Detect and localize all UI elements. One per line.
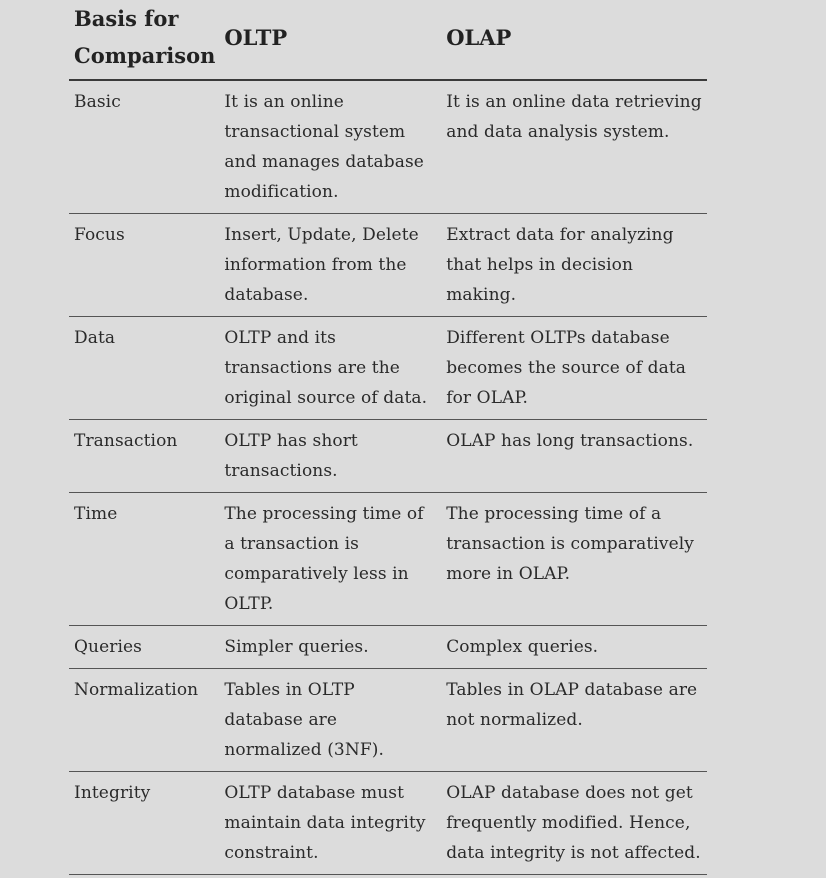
cell-olap: Extract data for analyzing that helps in… xyxy=(441,213,707,317)
cell-olap: OLAP has long transactions. xyxy=(441,419,707,493)
cell-basis: Integrity xyxy=(69,771,220,875)
cell-oltp: Tables in OLTP database are normalized (… xyxy=(219,668,442,772)
cell-oltp: The processing time of a transaction is … xyxy=(219,492,442,626)
cell-basis: Transaction xyxy=(69,419,220,493)
cell-oltp: OLTP and its transactions are the origin… xyxy=(219,316,442,420)
cell-basis: Focus xyxy=(69,213,220,317)
header-oltp: OLTP xyxy=(219,0,442,81)
table-row: Time The processing time of a transactio… xyxy=(69,492,707,626)
table-row: Basic It is an online transactional syst… xyxy=(69,80,707,214)
cell-olap: It is an online data retrieving and data… xyxy=(441,80,707,214)
cell-olap: OLAP database does not get frequently mo… xyxy=(441,771,707,875)
cell-basis: Normalization xyxy=(69,668,220,772)
cell-oltp: OLTP database must maintain data integri… xyxy=(219,771,442,875)
cell-oltp: It is an online transactional system and… xyxy=(219,80,442,214)
cell-oltp: Insert, Update, Delete information from … xyxy=(219,213,442,317)
cell-basis: Basic xyxy=(69,80,220,214)
table-header: Basis for Comparison OLTP OLAP xyxy=(69,0,707,81)
cell-oltp: Simpler queries. xyxy=(219,625,442,669)
table-row: Integrity OLTP database must maintain da… xyxy=(69,771,707,875)
cell-olap: Complex queries. xyxy=(441,625,707,669)
cell-basis: Data xyxy=(69,316,220,420)
cell-oltp: OLTP has short transactions. xyxy=(219,419,442,493)
cell-olap: Different OLTPs database becomes the sou… xyxy=(441,316,707,420)
header-basis: Basis for Comparison xyxy=(69,0,220,81)
cell-basis: Time xyxy=(69,492,220,626)
comparison-table: Basis for Comparison OLTP OLAP Basic It … xyxy=(69,0,707,875)
table-body: Basic It is an online transactional syst… xyxy=(69,80,707,875)
header-row: Basis for Comparison OLTP OLAP xyxy=(69,0,707,81)
table-row: Data OLTP and its transactions are the o… xyxy=(69,316,707,420)
cell-basis: Queries xyxy=(69,625,220,669)
table-row: Queries Simpler queries. Complex queries… xyxy=(69,625,707,669)
header-olap: OLAP xyxy=(441,0,707,81)
cell-olap: The processing time of a transaction is … xyxy=(441,492,707,626)
table-row: Transaction OLTP has short transactions.… xyxy=(69,419,707,493)
table-row: Normalization Tables in OLTP database ar… xyxy=(69,668,707,772)
table-row: Focus Insert, Update, Delete information… xyxy=(69,213,707,317)
cell-olap: Tables in OLAP database are not normaliz… xyxy=(441,668,707,772)
